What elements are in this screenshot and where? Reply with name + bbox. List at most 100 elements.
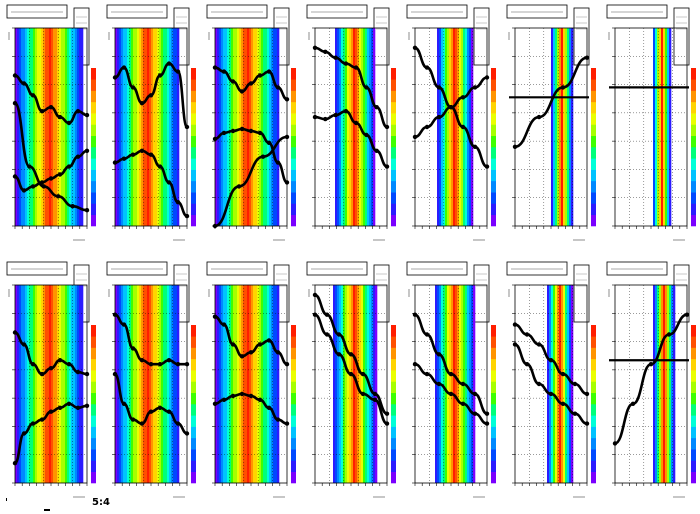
- color-scale-step: [291, 370, 296, 382]
- series-point: [560, 371, 566, 377]
- heatmap-strip: [471, 285, 474, 483]
- series-point: [312, 292, 318, 298]
- series-point: [374, 105, 379, 110]
- series-point: [230, 393, 236, 399]
- heatmap-strip: [659, 285, 662, 483]
- heatmap-strip: [227, 285, 230, 483]
- color-scale-step: [291, 90, 296, 103]
- heatmap-strip: [655, 285, 658, 483]
- heatmap-strip: [37, 28, 40, 226]
- heatmap-strip: [45, 285, 48, 483]
- series-point: [148, 362, 154, 367]
- color-scale-step: [691, 347, 696, 360]
- heatmap-strip: [263, 285, 266, 483]
- panel-title-box: [206, 261, 268, 276]
- series-point: [275, 417, 281, 422]
- color-scale-step: [91, 325, 96, 337]
- heatmap-strip: [269, 28, 272, 226]
- color-scale-step: [391, 449, 396, 461]
- series-point: [424, 371, 430, 377]
- series-point: [257, 397, 263, 402]
- series-point: [336, 332, 342, 337]
- heatmap-strip: [31, 285, 34, 483]
- series-point: [157, 405, 163, 410]
- heatmap-strip: [39, 28, 42, 226]
- series-point: [41, 184, 46, 189]
- heatmap-strip: [29, 285, 32, 483]
- series-point: [248, 128, 254, 134]
- heatmap-strip: [79, 28, 82, 226]
- series-point: [536, 381, 542, 387]
- series-point: [374, 148, 379, 153]
- series-point: [353, 120, 359, 126]
- heatmap-strip: [277, 285, 280, 483]
- series-point: [372, 397, 378, 402]
- series-point: [166, 61, 172, 66]
- color-scale-step: [291, 437, 296, 450]
- color-scale-step: [491, 437, 496, 450]
- heatmap-strip: [243, 28, 246, 226]
- color-scale-step: [291, 158, 296, 170]
- series-point: [139, 148, 145, 153]
- series-point: [130, 417, 136, 422]
- chart-panel-row2-col6: [506, 261, 596, 498]
- series-point: [57, 405, 63, 410]
- color-scale-step: [691, 158, 696, 170]
- heatmap-strip: [667, 28, 670, 226]
- color-scale-step: [91, 135, 96, 148]
- series-point: [221, 322, 227, 327]
- color-scale-step: [591, 415, 596, 427]
- color-scale-step: [591, 90, 596, 103]
- chart-panel-row1-col2: [106, 4, 196, 241]
- heatmap-strip: [265, 285, 268, 483]
- color-scale-step: [591, 79, 596, 91]
- color-scale-step: [91, 370, 96, 382]
- series-point: [284, 97, 290, 102]
- chart-panel-row2-col4: [306, 261, 396, 498]
- heatmap-strip: [355, 28, 358, 226]
- series-point: [248, 81, 254, 86]
- heatmap-strip: [139, 28, 142, 226]
- color-scale-step: [191, 347, 196, 360]
- heatmap-strip: [233, 285, 236, 483]
- heatmap-strip: [365, 28, 368, 226]
- series-point: [353, 65, 359, 70]
- series-point: [260, 154, 266, 159]
- heatmap-strip: [171, 28, 174, 226]
- color-scale-step: [491, 347, 496, 360]
- color-scale-step: [491, 426, 496, 439]
- series-point: [66, 401, 72, 406]
- panel-heatmap: [335, 28, 376, 226]
- heatmap-strip: [121, 28, 124, 226]
- heatmap-strip: [75, 285, 78, 483]
- color-scale-step: [491, 68, 496, 80]
- heatmap-strip: [443, 28, 446, 226]
- heatmap-strip: [129, 285, 132, 483]
- heatmap-strip: [353, 28, 356, 226]
- heatmap-strip: [67, 28, 70, 226]
- color-scale: [391, 68, 396, 227]
- series-line: [214, 135, 288, 228]
- heatmap-strip: [345, 285, 348, 483]
- color-scale-step: [491, 449, 496, 461]
- color-scale-step: [691, 381, 696, 394]
- heatmap-strip: [363, 28, 366, 226]
- series-point: [323, 49, 328, 54]
- color-scale-step: [491, 113, 496, 125]
- series-point: [412, 134, 418, 140]
- color-scale-step: [91, 214, 96, 227]
- color-scale-step: [91, 68, 96, 80]
- heatmap-strip: [73, 285, 76, 483]
- heatmap-strip: [235, 285, 238, 483]
- color-scale-step: [491, 124, 496, 137]
- color-scale-step: [691, 90, 696, 103]
- heatmap-strip: [239, 28, 242, 226]
- chart-panel-row1-col3: [206, 4, 296, 241]
- heatmap-strip: [15, 285, 18, 483]
- heatmap-strip: [335, 28, 338, 226]
- heatmap-strip: [453, 285, 456, 483]
- color-scale-step: [691, 325, 696, 337]
- color-scale-step: [291, 381, 296, 394]
- color-scale-step: [91, 192, 96, 204]
- color-scale-step: [391, 113, 396, 125]
